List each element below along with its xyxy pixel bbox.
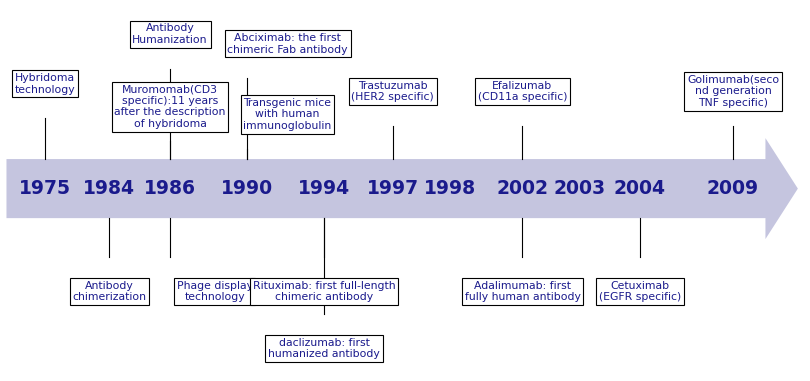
Text: Hybridoma
technology: Hybridoma technology [15,73,75,94]
Polygon shape [6,138,798,239]
Text: Adalimumab: first
fully human antibody: Adalimumab: first fully human antibody [464,281,581,302]
Text: 1997: 1997 [367,179,419,198]
Text: 1998: 1998 [424,179,475,198]
Text: 2003: 2003 [553,179,605,198]
Text: Efalizumab
(CD11a specific): Efalizumab (CD11a specific) [478,81,567,102]
Text: Abciximab: the first
chimeric Fab antibody: Abciximab: the first chimeric Fab antibo… [228,33,347,54]
Text: Cetuximab
(EGFR specific): Cetuximab (EGFR specific) [599,281,681,302]
Text: Golimumab(seco
nd generation
TNF specific): Golimumab(seco nd generation TNF specifi… [687,75,779,108]
Text: Phage display
technology: Phage display technology [177,281,253,302]
Text: 2004: 2004 [614,179,666,198]
Text: Trastuzumab
(HER2 specific): Trastuzumab (HER2 specific) [352,81,434,102]
Text: 2002: 2002 [497,179,548,198]
Text: daclizumab: first
humanized antibody: daclizumab: first humanized antibody [268,338,380,359]
Text: 1986: 1986 [144,179,196,198]
Text: Antibody
chimerization: Antibody chimerization [72,281,147,302]
Text: Transgenic mice
with human
immunoglobulin: Transgenic mice with human immunoglobuli… [244,98,331,131]
Text: 1984: 1984 [83,179,135,198]
Text: Antibody
Humanization: Antibody Humanization [132,24,208,45]
Text: 2009: 2009 [707,179,759,198]
Text: 1990: 1990 [221,179,273,198]
Text: 1975: 1975 [19,179,70,198]
Text: 1994: 1994 [298,179,350,198]
Text: Muromomab(CD3
specific):11 years
after the description
of hybridoma: Muromomab(CD3 specific):11 years after t… [114,84,226,129]
Text: Rituximab: first full-length
chimeric antibody: Rituximab: first full-length chimeric an… [253,281,395,302]
